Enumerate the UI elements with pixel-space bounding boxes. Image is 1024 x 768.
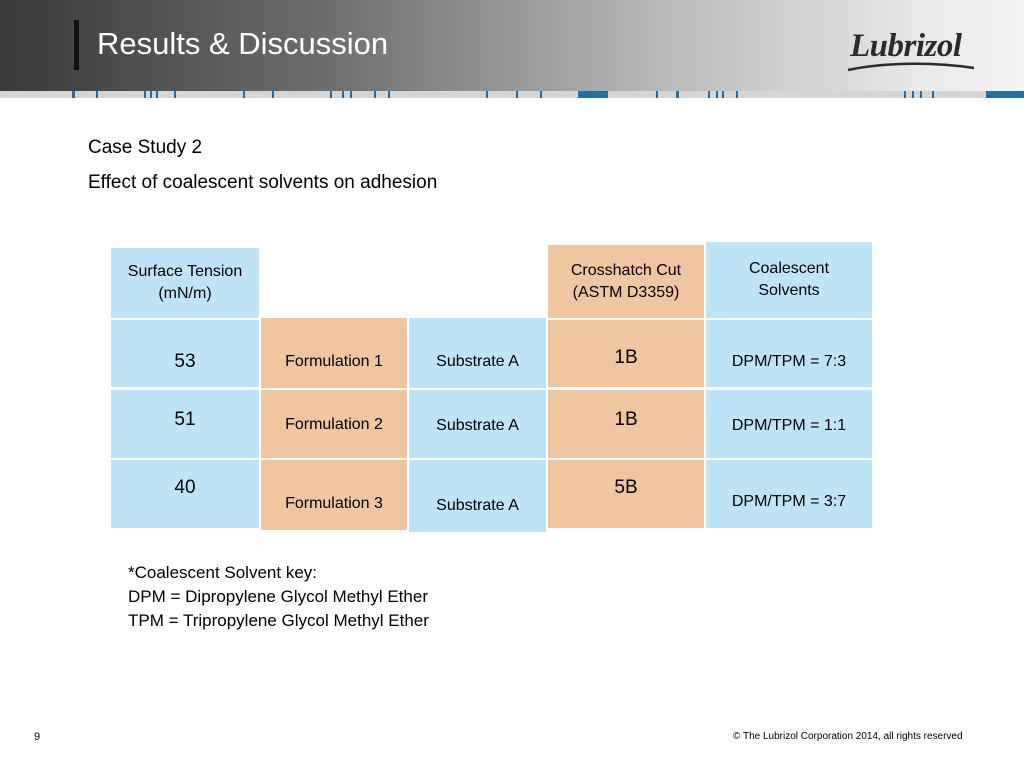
header-coalescent: Coalescent Solvents bbox=[706, 242, 872, 318]
page-number: 9 bbox=[34, 731, 41, 743]
table-cell-coalescent: DPM/TPM = 7:3 bbox=[706, 320, 872, 387]
title-accent-bar bbox=[74, 20, 79, 70]
header-surface-tension: Surface Tension (mN/m) bbox=[111, 248, 259, 318]
table-cell-substrate: Substrate A bbox=[409, 318, 546, 388]
case-study-label: Case Study 2 bbox=[88, 137, 203, 158]
logo-swoosh-icon bbox=[847, 62, 975, 72]
table-cell-crosshatch: 1B bbox=[548, 390, 704, 458]
lubrizol-logo: Lubrizol bbox=[846, 26, 976, 76]
footnote-heading: *Coalescent Solvent key: bbox=[128, 563, 317, 582]
table-cell-substrate: Substrate A bbox=[409, 460, 546, 532]
footnote-dpm: DPM = Dipropylene Glycol Methyl Ether bbox=[128, 587, 428, 606]
copyright-notice: © The Lubrizol Corporation 2014, all rig… bbox=[733, 731, 963, 742]
table-cell-surface-tension: 40 bbox=[111, 460, 259, 528]
header-divider-strip bbox=[0, 91, 1024, 98]
solvent-key-footnote: *Coalescent Solvent key: DPM = Dipropyle… bbox=[128, 561, 429, 633]
footnote-tpm: TPM = Tripropylene Glycol Methyl Ether bbox=[128, 611, 429, 630]
table-cell-formulation: Formulation 2 bbox=[261, 390, 407, 458]
table-cell-substrate: Substrate A bbox=[409, 390, 546, 458]
table-cell-surface-tension: 53 bbox=[111, 320, 259, 387]
table-cell-coalescent: DPM/TPM = 3:7 bbox=[706, 460, 872, 528]
header-crosshatch: Crosshatch Cut (ASTM D3359) bbox=[548, 245, 704, 318]
table-cell-crosshatch: 5B bbox=[548, 460, 704, 528]
table-cell-formulation: Formulation 3 bbox=[261, 460, 407, 530]
header-band: Results & Discussion Lubrizol bbox=[0, 0, 1024, 92]
slide-subtitle: Effect of coalescent solvents on adhesio… bbox=[88, 172, 438, 193]
table-cell-formulation: Formulation 1 bbox=[261, 318, 407, 388]
table-cell-coalescent: DPM/TPM = 1:1 bbox=[706, 390, 872, 458]
table-cell-crosshatch: 1B bbox=[548, 320, 704, 387]
slide-title: Results & Discussion bbox=[97, 26, 389, 61]
table-cell-surface-tension: 51 bbox=[111, 390, 259, 458]
logo-text: Lubrizol bbox=[850, 28, 962, 64]
